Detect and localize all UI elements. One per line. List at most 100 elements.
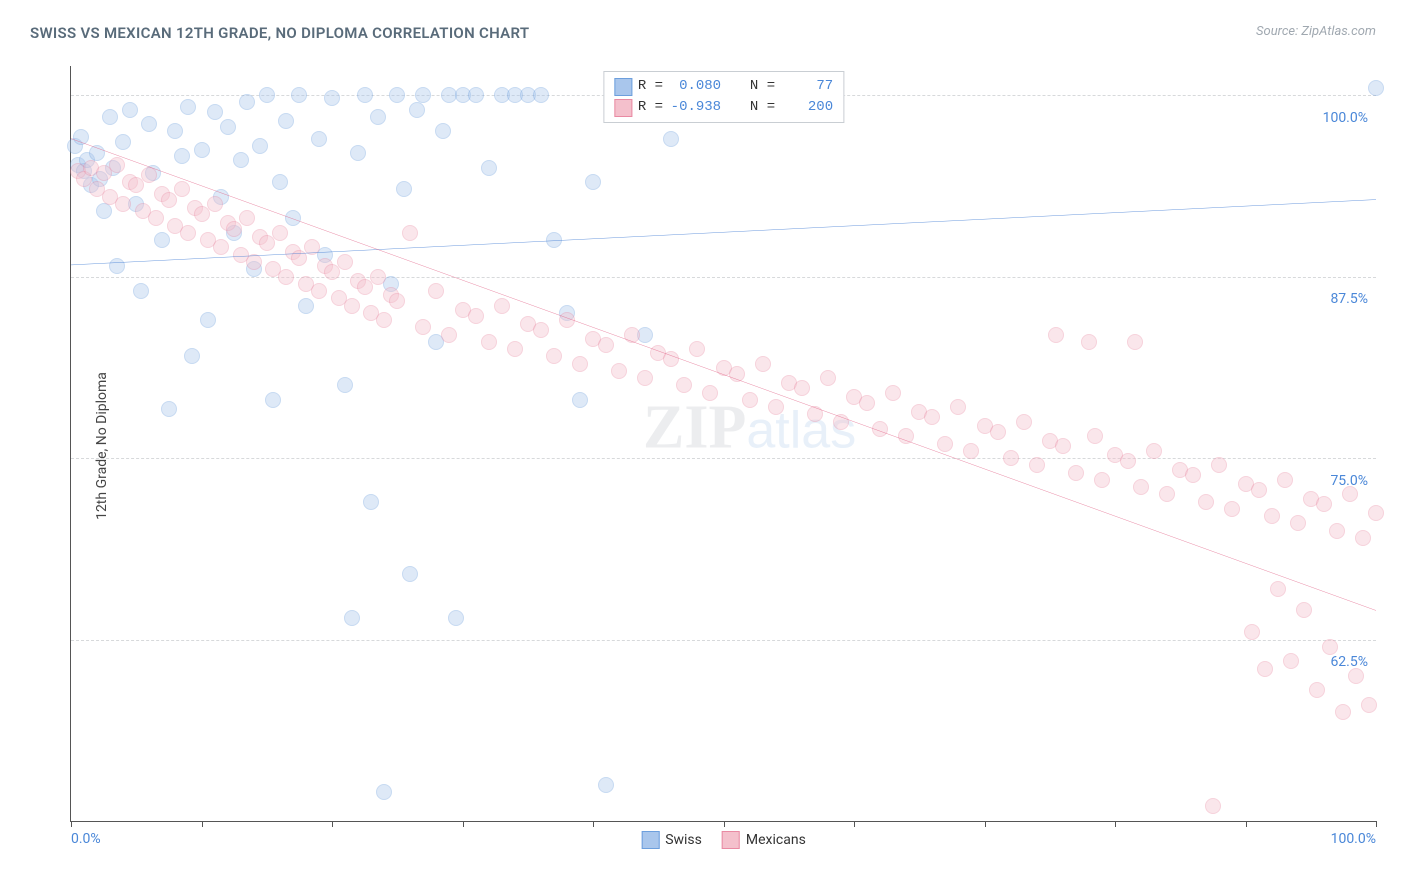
scatter-point [859, 395, 875, 411]
scatter-point [396, 181, 412, 197]
x-tick [1246, 821, 1247, 827]
scatter-point [109, 157, 125, 173]
legend-r-value: 0.080 [669, 76, 721, 97]
scatter-point [180, 99, 196, 115]
scatter-point [533, 322, 549, 338]
scatter-point [598, 777, 614, 793]
legend-r-label: R = [638, 97, 663, 118]
scatter-point [200, 312, 216, 328]
scatter-point [507, 341, 523, 357]
scatter-point [494, 298, 510, 314]
scatter-point [572, 356, 588, 372]
scatter-point [233, 152, 249, 168]
scatter-point [807, 406, 823, 422]
scatter-point [184, 348, 200, 364]
scatter-point [109, 258, 125, 274]
scatter-point [1251, 482, 1267, 498]
scatter-point [272, 225, 288, 241]
scatter-point [207, 196, 223, 212]
scatter-point [239, 94, 255, 110]
scatter-point [1264, 508, 1280, 524]
scatter-point [1342, 486, 1358, 502]
x-tick [854, 821, 855, 827]
scatter-point [337, 377, 353, 393]
scatter-point [428, 283, 444, 299]
x-tick [71, 821, 72, 827]
x-tick [593, 821, 594, 827]
scatter-point [1003, 450, 1019, 466]
y-tick-label: 62.5% [1330, 654, 1368, 670]
scatter-point [370, 269, 386, 285]
legend-r-label: R = [638, 76, 663, 97]
scatter-point [885, 385, 901, 401]
scatter-point [1081, 334, 1097, 350]
legend-correlation-box: R =0.080 N =77R =-0.938 N =200 [603, 71, 844, 123]
legend-item: Mexicans [722, 831, 806, 849]
scatter-point [1198, 494, 1214, 510]
scatter-point [1029, 457, 1045, 473]
legend-swatch [641, 831, 659, 849]
scatter-point [441, 327, 457, 343]
x-tick-label: 100.0% [1331, 831, 1376, 847]
scatter-point [148, 210, 164, 226]
scatter-point [311, 131, 327, 147]
x-tick [463, 821, 464, 827]
scatter-point [298, 298, 314, 314]
scatter-point [370, 109, 386, 125]
legend-n-value: 200 [781, 97, 833, 118]
scatter-point [344, 610, 360, 626]
scatter-point [344, 298, 360, 314]
scatter-point [220, 119, 236, 135]
scatter-point [337, 254, 353, 270]
scatter-point [174, 148, 190, 164]
scatter-point [1211, 457, 1227, 473]
scatter-point [1322, 639, 1338, 655]
scatter-point [742, 392, 758, 408]
x-tick [1376, 821, 1377, 827]
scatter-point [833, 414, 849, 430]
scatter-point [73, 129, 89, 145]
scatter-point [950, 399, 966, 415]
scatter-point [559, 312, 575, 328]
legend-r-value: -0.938 [669, 97, 721, 118]
scatter-point [755, 356, 771, 372]
x-tick [202, 821, 203, 827]
chart-title: SWISS VS MEXICAN 12TH GRADE, NO DIPLOMA … [30, 24, 529, 42]
scatter-point [115, 134, 131, 150]
scatter-point [468, 308, 484, 324]
scatter-point [389, 293, 405, 309]
watermark-text-a: ZIP [643, 394, 746, 462]
scatter-point [350, 145, 366, 161]
scatter-point [174, 181, 190, 197]
scatter-point [768, 399, 784, 415]
scatter-point [252, 138, 268, 154]
scatter-point [1368, 505, 1384, 521]
x-tick [724, 821, 725, 827]
scatter-point [161, 401, 177, 417]
scatter-point [141, 116, 157, 132]
scatter-point [1133, 479, 1149, 495]
gridline-h [71, 458, 1376, 459]
scatter-point [1068, 465, 1084, 481]
legend-label: Mexicans [746, 832, 806, 848]
scatter-point [546, 348, 562, 364]
legend-series: Swiss Mexicans [641, 831, 806, 849]
scatter-point [663, 131, 679, 147]
scatter-point [167, 123, 183, 139]
scatter-point [1355, 530, 1371, 546]
scatter-point [207, 104, 223, 120]
scatter-point [546, 232, 562, 248]
scatter-point [1244, 624, 1260, 640]
scatter-point [115, 196, 131, 212]
scatter-point [409, 102, 425, 118]
legend-label: Swiss [665, 832, 702, 848]
scatter-point [1016, 414, 1032, 430]
scatter-point [357, 87, 373, 103]
scatter-point [1257, 661, 1273, 677]
scatter-point [729, 366, 745, 382]
scatter-point [481, 160, 497, 176]
scatter-point [154, 232, 170, 248]
legend-swatch [722, 831, 740, 849]
trend-lines [71, 66, 1376, 821]
plot-area: ZIPatlas 62.5%75.0%87.5%100.0%0.0%100.0%… [70, 66, 1376, 822]
